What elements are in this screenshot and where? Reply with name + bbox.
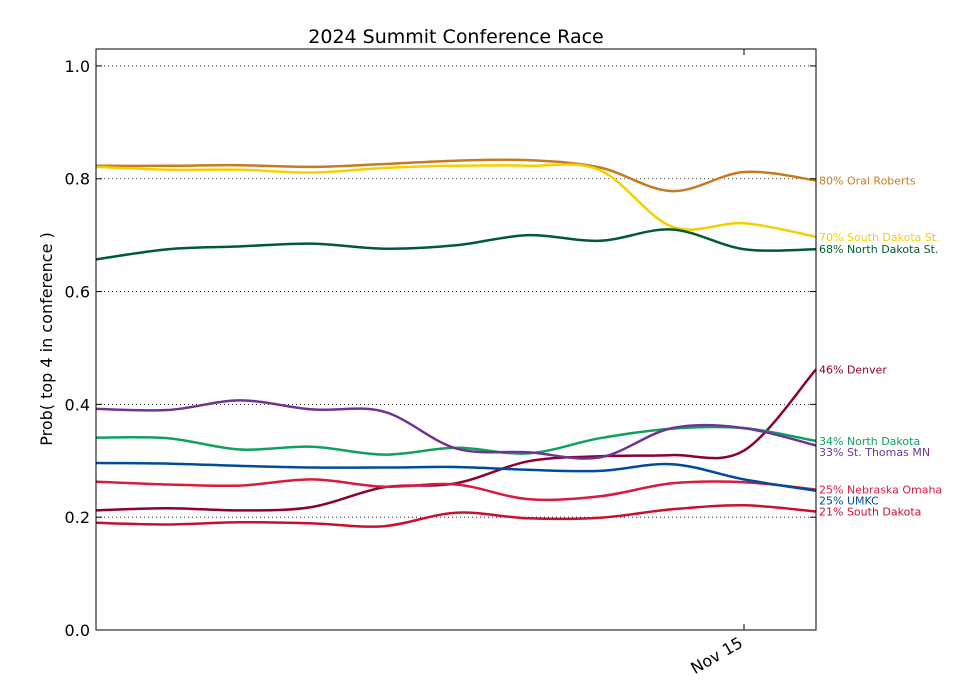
end-label-denver: 46% Denver	[819, 363, 887, 376]
end-label-south-dakota: 21% South Dakota	[819, 506, 921, 519]
end-label-st-thomas-mn: 33% St. Thomas MN	[819, 446, 930, 459]
y-tick-label: 0.4	[65, 395, 90, 414]
x-tick-label: Nov 15	[687, 633, 746, 678]
y-axis: 0.0 0.2 0.4 0.6 0.8 1.0	[65, 57, 816, 640]
series-line-north-dakota	[95, 425, 817, 456]
end-label-umkc: 25% UMKC	[819, 495, 879, 508]
series-line-south-dakota	[95, 504, 817, 528]
series-line-south-dakota-st	[95, 163, 817, 239]
end-label-nebraska-omaha: 25% Nebraska Omaha	[819, 484, 942, 497]
series-line-north-dakota-st	[95, 228, 817, 261]
series-end-labels: 80% Oral Roberts 70% South Dakota St.68% …	[819, 174, 942, 518]
series-line-nebraska-omaha	[95, 478, 817, 502]
end-label-north-dakota: 34% North Dakota	[819, 435, 920, 448]
y-tick-label: 1.0	[65, 57, 90, 76]
y-tick-label: 0.2	[65, 508, 90, 527]
series-line-st-thomas-mn	[95, 399, 817, 460]
chart-title: 2024 Summit Conference Race	[308, 26, 603, 48]
x-axis: Nov 15	[687, 49, 746, 678]
plot-frame	[95, 48, 817, 631]
series-lines	[95, 158, 817, 528]
series-line-denver	[95, 368, 817, 512]
y-tick-label: 0.8	[65, 170, 90, 189]
series-line-oral-roberts	[95, 158, 817, 193]
y-tick-label: 0.6	[65, 283, 90, 302]
grid-lines	[96, 65, 816, 631]
y-axis-label: Prob( top 4 in conference )	[37, 232, 56, 446]
end-label-south-dakota-st: 70% South Dakota St.	[819, 231, 940, 244]
end-label-north-dakota-st: 68% North Dakota St.	[819, 243, 938, 256]
end-label-oral-roberts: 80% Oral Roberts	[819, 174, 916, 187]
y-tick-label: 0.0	[65, 621, 90, 640]
series-line-umkc	[95, 461, 817, 492]
